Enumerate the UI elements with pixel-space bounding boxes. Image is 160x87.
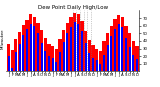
Bar [48,56,50,71]
Bar [77,14,80,71]
Bar [55,62,57,71]
Bar [118,24,120,71]
Bar [99,51,102,71]
Bar [18,32,21,71]
Bar [55,49,58,71]
Bar [129,47,131,71]
Bar [113,19,116,71]
Bar [80,21,84,71]
Bar [132,55,134,71]
Bar [124,26,128,71]
Bar [95,49,98,71]
Bar [15,52,17,71]
Bar [22,25,25,71]
Bar [62,30,65,71]
Bar [66,33,68,71]
Bar [99,64,101,71]
Bar [88,40,91,71]
Bar [110,26,113,71]
Bar [11,50,14,71]
Bar [7,44,10,71]
Bar [51,46,54,71]
Bar [11,68,13,71]
Bar [8,56,10,71]
Bar [41,43,43,71]
Bar [14,39,17,71]
Bar [121,17,124,71]
Bar [52,58,54,71]
Bar [58,39,61,71]
Bar [125,38,127,71]
Bar [22,35,24,71]
Bar [70,27,72,71]
Bar [96,60,98,71]
Bar [33,26,35,71]
Bar [103,55,105,71]
Bar [81,31,83,71]
Bar [47,44,51,71]
Bar [29,14,32,71]
Bar [40,30,43,71]
Bar [26,29,28,71]
Bar [77,24,79,71]
Bar [88,53,90,71]
Bar [33,17,36,71]
Bar [110,36,112,71]
Bar [37,33,39,71]
Bar [59,52,61,71]
Bar [66,23,69,71]
Bar [19,44,21,71]
Bar [102,41,106,71]
Bar [92,58,94,71]
Bar [128,33,131,71]
Bar [84,31,87,71]
Bar [73,13,76,71]
Bar [44,51,46,71]
Bar [106,33,109,71]
Bar [117,15,120,71]
Bar [69,17,72,71]
Bar [44,38,47,71]
Bar [114,29,116,71]
Title: Dew Point Daily High/Low: Dew Point Daily High/Low [38,5,108,10]
Bar [91,45,95,71]
Bar [74,22,76,71]
Bar [30,24,32,71]
Text: Milwaukee: Milwaukee [1,29,5,49]
Bar [132,41,135,71]
Bar [25,20,28,71]
Bar [36,23,40,71]
Bar [85,43,87,71]
Bar [63,42,65,71]
Bar [136,59,138,71]
Bar [135,46,139,71]
Bar [121,27,123,71]
Bar [107,45,109,71]
